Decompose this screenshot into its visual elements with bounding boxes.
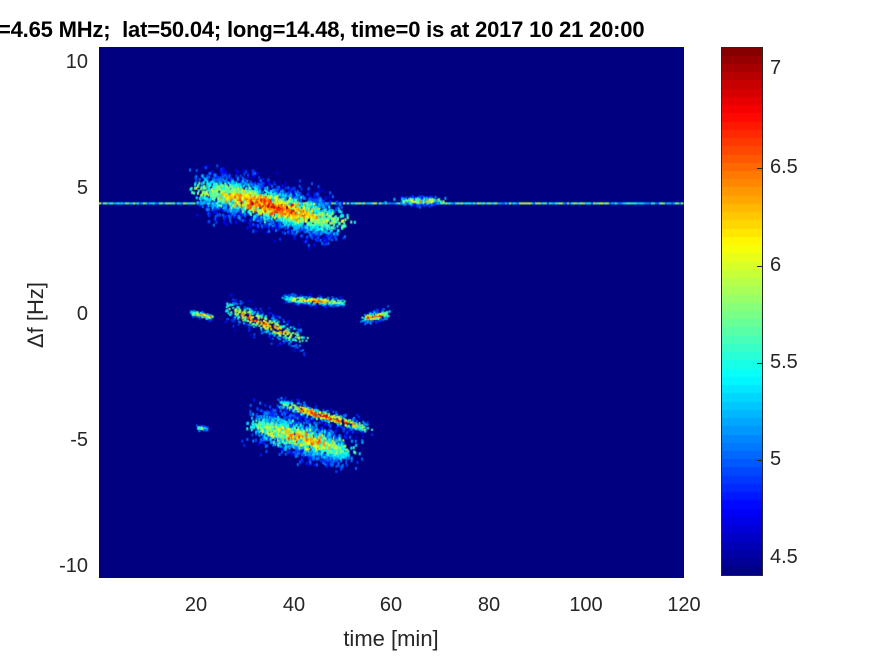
y-tick-label: -10 <box>59 555 88 577</box>
x-tick-label: 40 <box>282 594 306 616</box>
x-tick-label: 100 <box>569 594 603 616</box>
x-tick-label: 60 <box>379 594 403 616</box>
colorbar-tick-label: 5.5 <box>770 351 798 373</box>
colorbar-tick-label: 7 <box>770 57 782 79</box>
colorbar-tick-label: 4.5 <box>770 546 798 568</box>
colorbar-tick-label: 6 <box>770 254 782 276</box>
y-tick-label: -5 <box>70 429 88 451</box>
y-tick-label: 0 <box>76 303 88 325</box>
colorbar-tick-label: 6.5 <box>770 156 798 178</box>
x-tick-label: 120 <box>667 594 701 616</box>
y-axis-label: Δf [Hz] <box>23 281 48 349</box>
colorbar-tick-mark <box>757 363 763 364</box>
colorbar-gradient <box>722 48 762 575</box>
colorbar <box>721 47 763 576</box>
colorbar-tick-mark <box>757 168 763 169</box>
y-tick-label: 10 <box>65 51 88 73</box>
spectrogram-heatmap <box>99 47 684 578</box>
colorbar-tick-mark <box>757 460 763 461</box>
x-tick-label: 20 <box>184 594 208 616</box>
colorbar-tick-label: 5 <box>770 448 782 470</box>
x-axis-label: time [min] <box>343 626 439 651</box>
x-tick-label: 80 <box>477 594 501 616</box>
chart-title: =4.65 MHz; lat=50.04; long=14.48, time=0… <box>0 17 645 42</box>
colorbar-tick-mark <box>757 266 763 267</box>
y-tick-label: 5 <box>76 177 88 199</box>
